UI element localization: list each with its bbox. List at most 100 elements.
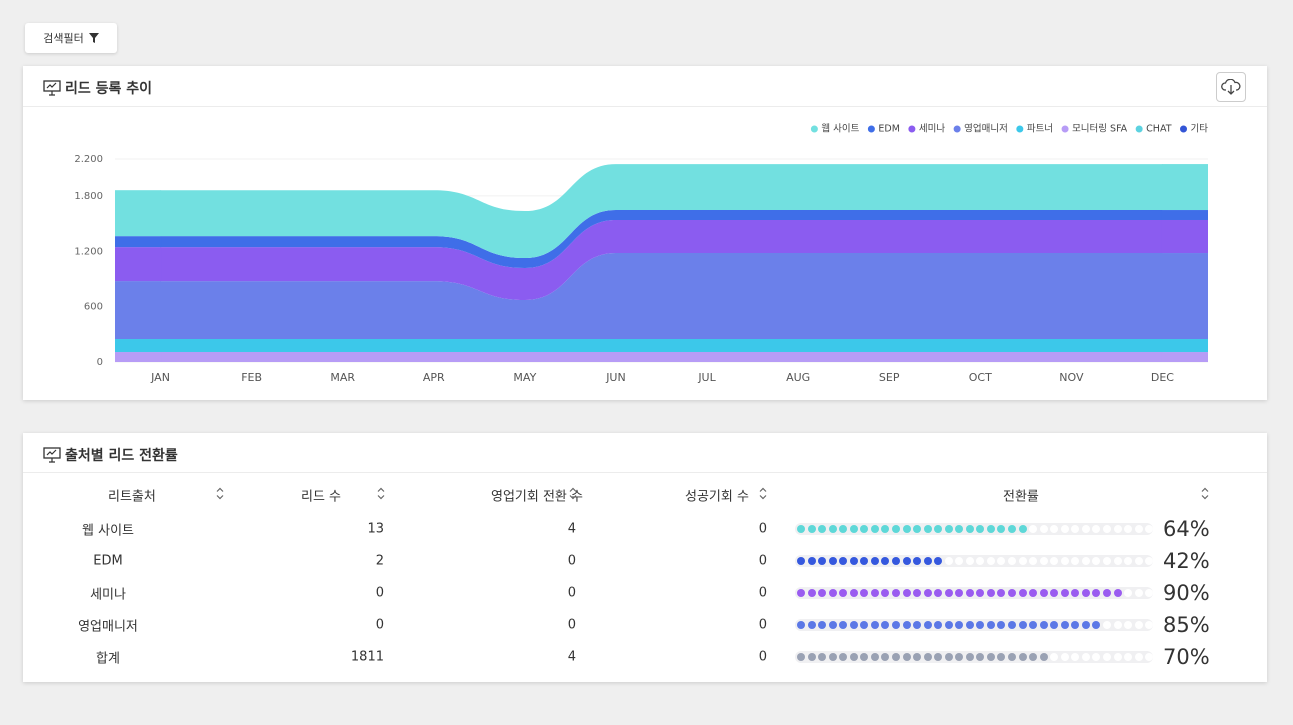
rate-dot bbox=[1029, 557, 1038, 565]
legend-label: 세미나 bbox=[919, 124, 945, 135]
x-tick-label: JUN bbox=[605, 371, 626, 384]
rate-dot bbox=[839, 589, 848, 597]
rate-dot bbox=[1102, 653, 1111, 661]
opportunities-cell: 0 bbox=[567, 617, 576, 633]
rate-dot bbox=[860, 557, 869, 565]
rate-dot bbox=[944, 589, 953, 597]
rate-label: 90% bbox=[1163, 581, 1210, 605]
rate-dot bbox=[881, 621, 890, 629]
rate-dot bbox=[986, 557, 995, 565]
rate-dot bbox=[807, 589, 816, 597]
sort-icon[interactable] bbox=[1201, 487, 1209, 503]
rate-dot bbox=[1092, 653, 1101, 661]
x-tick-label: SEP bbox=[879, 371, 900, 384]
rate-dot bbox=[891, 557, 900, 565]
rate-dot bbox=[976, 653, 985, 661]
rate-dot bbox=[934, 589, 943, 597]
divider bbox=[23, 472, 1267, 473]
area-edge bbox=[115, 236, 162, 248]
rate-dot bbox=[881, 525, 890, 533]
rate-dot bbox=[860, 621, 869, 629]
rate-dot bbox=[1134, 621, 1143, 629]
rate-dot bbox=[1081, 557, 1090, 565]
rate-dot bbox=[1060, 557, 1069, 565]
rate-dot bbox=[807, 621, 816, 629]
rate-dot bbox=[891, 525, 900, 533]
rate-dot bbox=[1060, 653, 1069, 661]
sort-icon[interactable] bbox=[569, 487, 577, 503]
legend-swatch bbox=[908, 125, 916, 133]
rate-dot bbox=[1050, 525, 1059, 533]
rate-dot bbox=[913, 557, 922, 565]
rate-dot bbox=[849, 525, 858, 533]
rate-dot bbox=[807, 557, 816, 565]
rate-dot bbox=[891, 621, 900, 629]
rate-dot bbox=[1071, 525, 1080, 533]
sort-icon[interactable] bbox=[216, 487, 224, 503]
rate-dot bbox=[860, 653, 869, 661]
rate-label: 85% bbox=[1163, 613, 1210, 637]
rate-dot bbox=[997, 525, 1006, 533]
table-header: 출처별 리드 전환률 bbox=[43, 445, 178, 465]
rate-dot bbox=[976, 621, 985, 629]
rate-dot bbox=[849, 653, 858, 661]
rate-dot bbox=[818, 653, 827, 661]
rate-dot bbox=[860, 525, 869, 533]
rate-dot bbox=[1050, 589, 1059, 597]
legend-label: 영업매니저 bbox=[964, 123, 1008, 135]
rate-dot bbox=[1071, 589, 1080, 597]
column-header: 리트출처 bbox=[108, 489, 156, 505]
rate-dot bbox=[1134, 525, 1143, 533]
rate-dot bbox=[1124, 557, 1133, 565]
area-edge bbox=[1161, 339, 1208, 353]
x-tick-label: MAR bbox=[330, 371, 355, 384]
successes-cell: 0 bbox=[758, 585, 767, 601]
rate-dot bbox=[997, 621, 1006, 629]
y-tick-label: 600 bbox=[84, 302, 103, 313]
rate-dot bbox=[1071, 557, 1080, 565]
rate-dot bbox=[1102, 557, 1111, 565]
y-tick-label: 2.200 bbox=[74, 154, 103, 165]
x-tick-label: JUL bbox=[697, 371, 716, 384]
rate-dot bbox=[891, 653, 900, 661]
leads-cell: 0 bbox=[375, 585, 384, 601]
rate-dot bbox=[1081, 589, 1090, 597]
rate-dot bbox=[1145, 557, 1154, 565]
opportunities-cell: 4 bbox=[567, 649, 576, 665]
rate-dot bbox=[1050, 653, 1059, 661]
table-title: 출처별 리드 전환률 bbox=[65, 448, 178, 464]
rate-dot bbox=[1018, 653, 1027, 661]
x-tick-label: AUG bbox=[786, 371, 810, 384]
rate-label: 64% bbox=[1163, 517, 1210, 541]
rate-label: 70% bbox=[1163, 645, 1210, 669]
rate-dot bbox=[839, 557, 848, 565]
sort-icon[interactable] bbox=[377, 487, 385, 503]
area-edge bbox=[1161, 164, 1208, 211]
rate-dot bbox=[849, 557, 858, 565]
filter-button[interactable]: 검색필터 bbox=[25, 23, 117, 53]
rate-dot bbox=[1060, 589, 1069, 597]
rate-dot bbox=[986, 589, 995, 597]
rate-dot bbox=[1113, 621, 1122, 629]
rate-dot bbox=[923, 557, 932, 565]
y-tick-label: 1.200 bbox=[74, 246, 103, 257]
area bbox=[160, 352, 1163, 362]
area-edge bbox=[115, 190, 162, 237]
rate-dot bbox=[955, 589, 964, 597]
rate-dot bbox=[1134, 653, 1143, 661]
rate-dot bbox=[934, 653, 943, 661]
rate-dot bbox=[934, 557, 943, 565]
rate-dot bbox=[828, 589, 837, 597]
rate-dot bbox=[934, 621, 943, 629]
leads-cell: 0 bbox=[375, 617, 384, 633]
legend-label: 웹 사이트 bbox=[821, 124, 859, 135]
sort-icon[interactable] bbox=[759, 487, 767, 503]
rate-dot bbox=[828, 557, 837, 565]
legend-swatch bbox=[867, 125, 875, 133]
y-tick-label: 0 bbox=[97, 357, 103, 368]
rate-dot bbox=[923, 525, 932, 533]
download-button[interactable] bbox=[1216, 72, 1246, 102]
area bbox=[160, 339, 1163, 353]
rate-dot bbox=[997, 589, 1006, 597]
rate-dot bbox=[1113, 525, 1122, 533]
